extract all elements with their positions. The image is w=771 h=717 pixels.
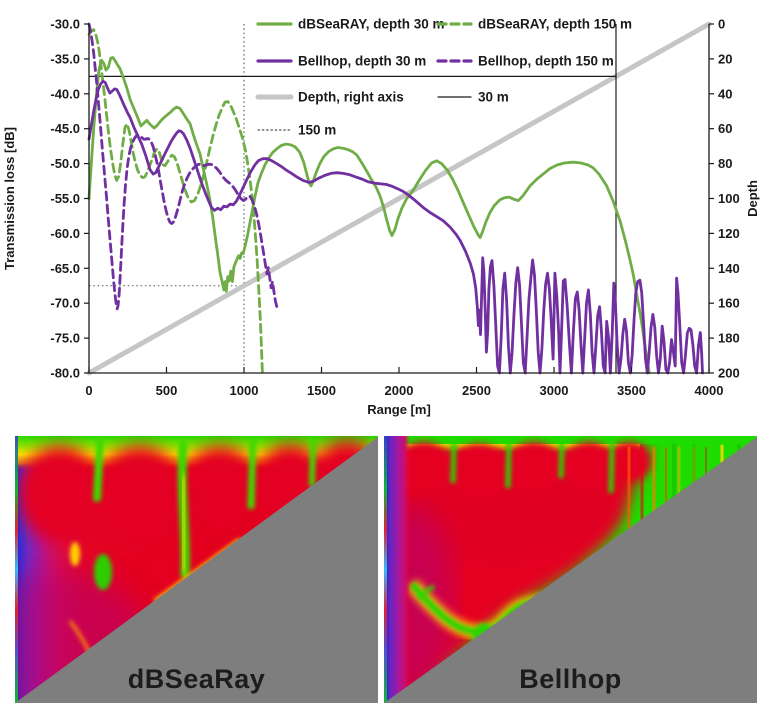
series-bellhop-depth-150-m bbox=[87, 22, 279, 311]
y-right-tick-label: 120 bbox=[718, 226, 740, 241]
y-left-tick-label: -40.0 bbox=[50, 86, 80, 101]
panel-label-bellhop: Bellhop bbox=[519, 664, 622, 694]
legend-item-bellhop-depth-30-m: Bellhop, depth 30 m bbox=[298, 54, 426, 69]
y-axis-title-right: Depth bbox=[745, 180, 760, 217]
x-axis-tick-label: 1000 bbox=[230, 383, 259, 398]
transmission-loss-chart: 0 500 1000 1500 2000 2500 3000 3500 4000-30.0-35… bbox=[2, 17, 760, 418]
yellow-halo-streak bbox=[174, 475, 194, 573]
x-axis-tick-label: 3000 bbox=[540, 383, 569, 398]
y-right-tick-label: 200 bbox=[718, 366, 740, 381]
left-purple-band bbox=[384, 436, 410, 703]
y-left-tick-label: -65.0 bbox=[50, 261, 80, 276]
y-left-tick-label: -70.0 bbox=[50, 296, 80, 311]
green-streaks-right bbox=[450, 438, 615, 494]
y-right-tick-label: 80 bbox=[718, 156, 732, 171]
legend-item-dbsearay-depth-150-m: dBSeaRAY, depth 150 m bbox=[478, 17, 632, 32]
y-left-tick-label: -55.0 bbox=[50, 191, 80, 206]
field-panel-bellhop: Bellhop bbox=[384, 436, 757, 703]
panel-label-dbsearay: dBSeaRay bbox=[127, 664, 266, 694]
x-axis-tick-label: 2000 bbox=[385, 383, 414, 398]
y-right-tick-label: 140 bbox=[718, 261, 740, 276]
left-speckle-column-right bbox=[384, 436, 387, 703]
legend-item-150-m: 150 m bbox=[298, 123, 336, 138]
bellhop-field-image bbox=[384, 436, 757, 703]
seafloor-triangle-right bbox=[384, 437, 757, 703]
y-left-tick-label: -80.0 bbox=[50, 366, 80, 381]
surface-strip-right bbox=[384, 436, 757, 444]
x-axis-tick-label: 1500 bbox=[307, 383, 336, 398]
y-right-tick-label: 0 bbox=[718, 17, 725, 32]
y-right-tick-label: 60 bbox=[718, 121, 732, 136]
legend-item-dbsearay-depth-30-m: dBSeaRAY, depth 30 m bbox=[298, 17, 445, 32]
y-right-tick-label: 160 bbox=[718, 296, 740, 311]
seafloor-triangle bbox=[15, 437, 378, 703]
y-left-tick-label: -60.0 bbox=[50, 226, 80, 241]
legend-item-30-m: 30 m bbox=[478, 90, 509, 105]
y-left-tick-label: -75.0 bbox=[50, 331, 80, 346]
legend-item-bellhop-depth-150-m: Bellhop, depth 150 m bbox=[478, 54, 614, 69]
y-left-tick-label: -45.0 bbox=[50, 121, 80, 136]
x-axis-title: Range [m] bbox=[367, 402, 431, 417]
legend-item-depth-right-axis: Depth, right axis bbox=[298, 90, 404, 105]
y-left-tick-label: -30.0 bbox=[50, 17, 80, 32]
y-left-tick-label: -50.0 bbox=[50, 156, 80, 171]
x-axis-tick-label: 2500 bbox=[462, 383, 491, 398]
y-right-tick-label: 180 bbox=[718, 331, 740, 346]
x-axis-tick-label: 3500 bbox=[617, 383, 646, 398]
series-dbsearay-depth-150-m bbox=[87, 28, 264, 375]
series-dbsearay-depth-30-m bbox=[87, 56, 651, 375]
dbsearay-field-image bbox=[15, 436, 378, 703]
depth-profile-line bbox=[86, 21, 712, 376]
x-axis-tick-label: 500 bbox=[156, 383, 178, 398]
y-right-tick-label: 20 bbox=[718, 51, 732, 66]
field-panel-dbsearay: dBSeaRay bbox=[15, 436, 378, 703]
y-right-tick-label: 100 bbox=[718, 191, 740, 206]
surface-fade-right bbox=[390, 444, 640, 452]
y-left-tick-label: -35.0 bbox=[50, 51, 80, 66]
y-axis-title-left: Transmission loss [dB] bbox=[2, 127, 17, 270]
x-axis-tick-label: 0 bbox=[85, 383, 92, 398]
left-speckle-column bbox=[15, 436, 18, 703]
x-axis-tick-label: 4000 bbox=[695, 383, 724, 398]
y-right-tick-label: 40 bbox=[718, 86, 732, 101]
